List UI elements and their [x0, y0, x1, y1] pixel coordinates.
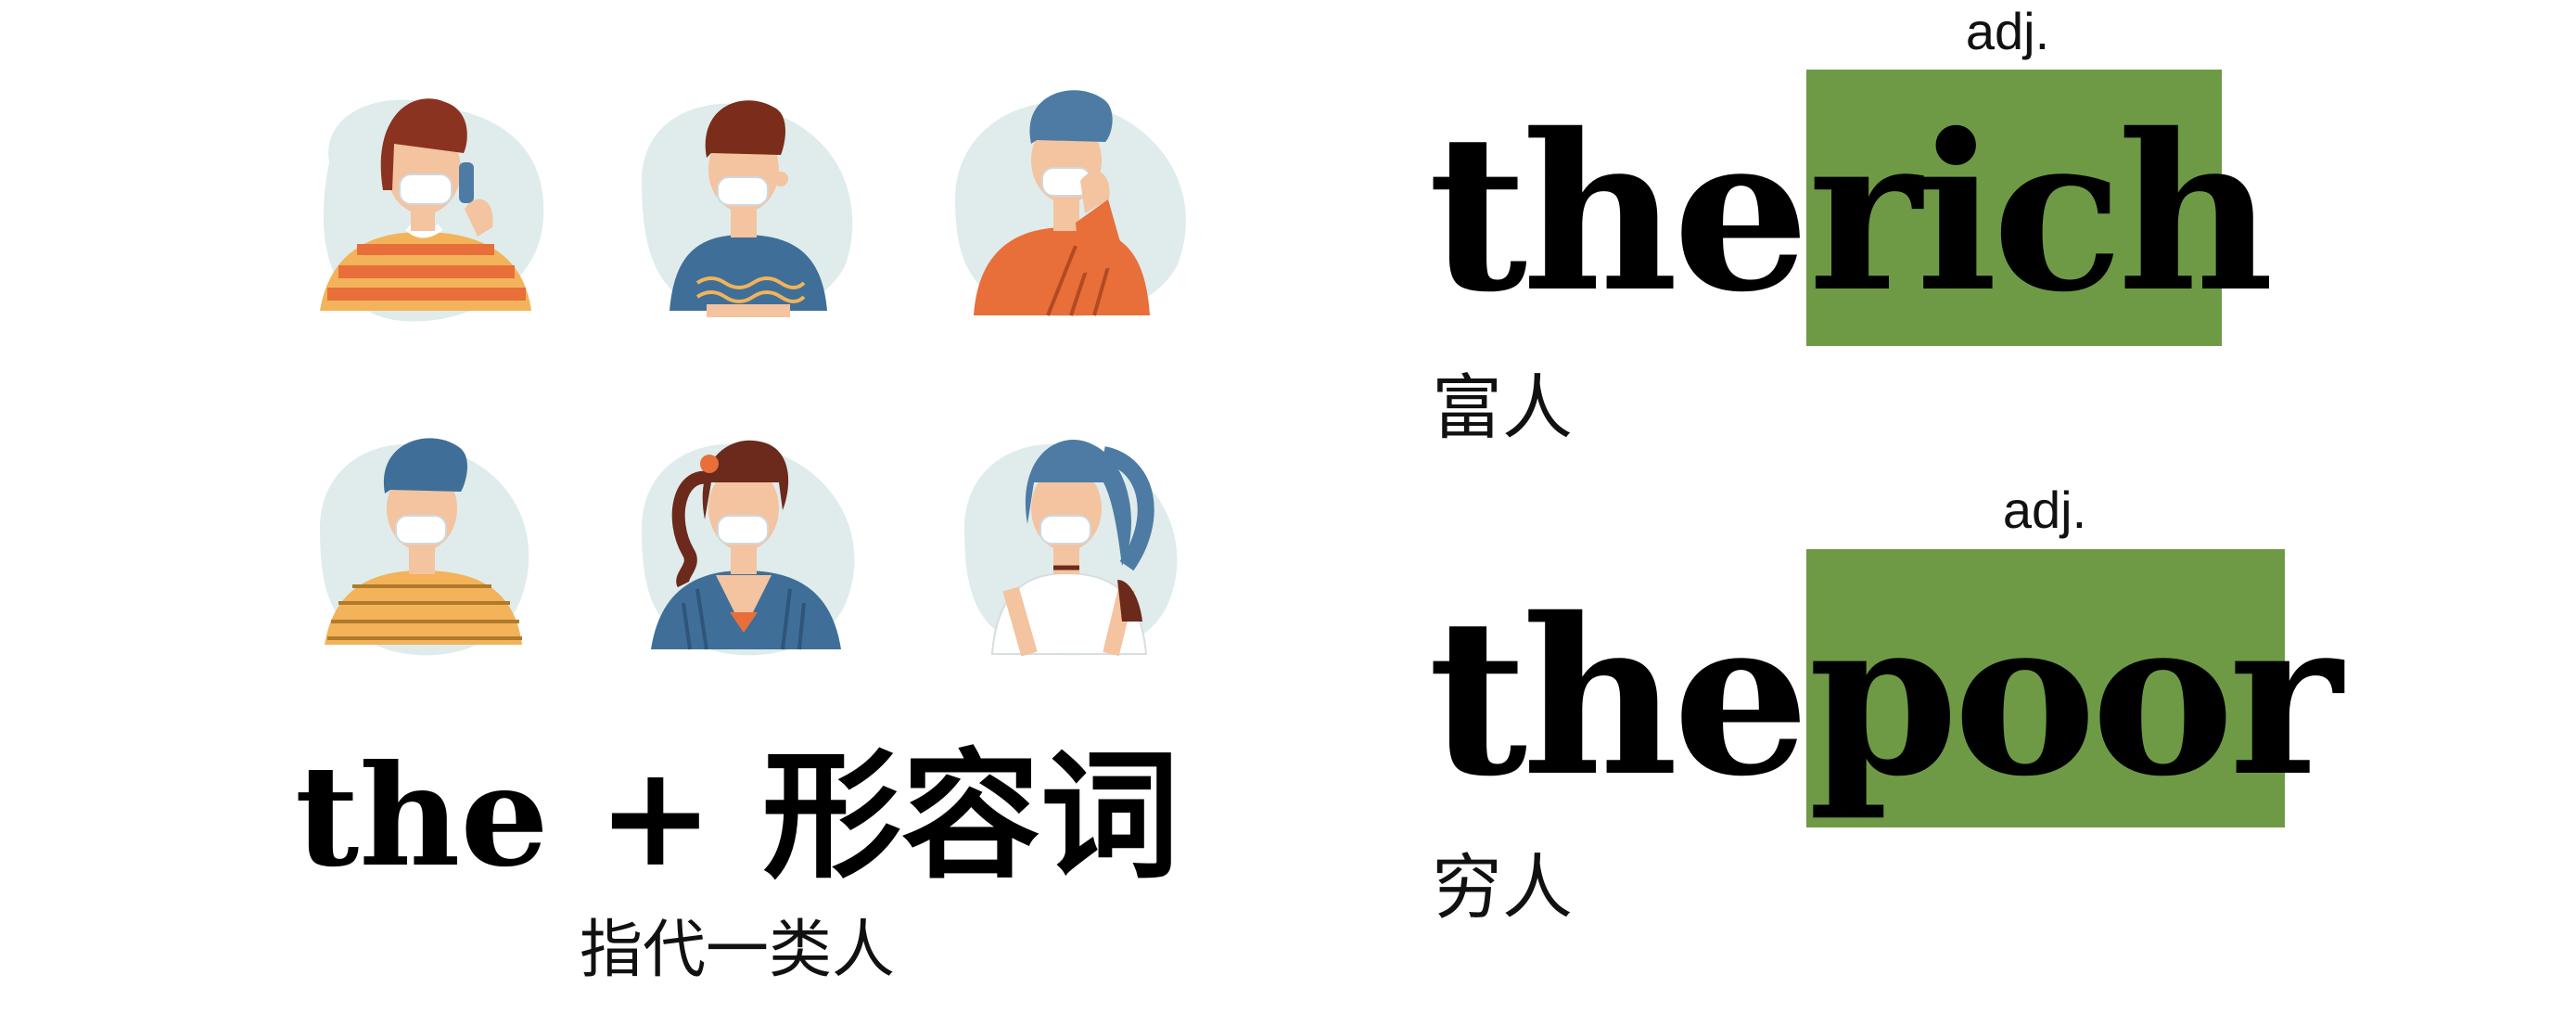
article-the: the	[1428, 86, 1809, 340]
formula-plus: +	[597, 735, 714, 898]
formula-heading: the + 形容词	[0, 737, 1474, 895]
pos-tag: adj.	[2002, 481, 2087, 539]
woman-orange-striped-sweater-mask-icon	[283, 51, 561, 329]
formula-adjective-cn: 形容词	[761, 735, 1180, 898]
formula-subtitle: 指代一类人	[579, 914, 895, 987]
man-blue-tshirt-mask-icon	[605, 51, 883, 329]
chinese-meaning: 富人	[1432, 366, 1573, 449]
article-the: the	[1428, 571, 1809, 824]
highlight-box	[1806, 70, 2222, 346]
highlighted-adjective: rich	[1808, 86, 2274, 340]
formula-the: the	[295, 735, 549, 898]
man-orange-sweater-mask-icon	[927, 51, 1205, 329]
highlight-box	[1806, 549, 2285, 827]
man-yellow-striped-shirt-mask-icon	[283, 390, 561, 668]
chinese-meaning: 穷人	[1432, 846, 1573, 929]
highlighted-adjective: poor	[1808, 571, 2342, 824]
woman-white-top-mask-icon	[927, 390, 1205, 668]
woman-blue-cardigan-mask-icon	[605, 390, 883, 668]
pos-tag: adj.	[1965, 2, 2050, 60]
